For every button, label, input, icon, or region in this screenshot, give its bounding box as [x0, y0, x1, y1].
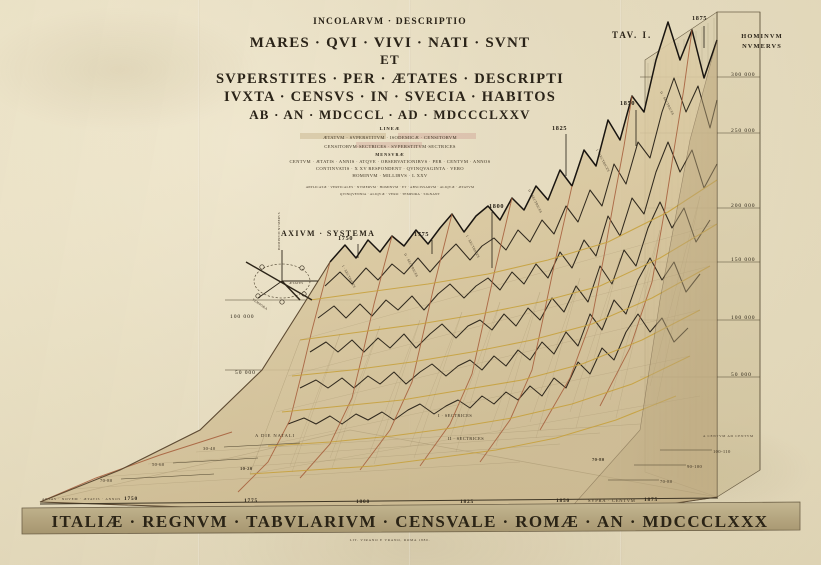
right-tick-50000: 50 000: [731, 372, 752, 378]
in-surface-sector-labels: I · SECTRICES II · SECTRICES 70-80: [438, 413, 605, 462]
isodemic-curve-1825: [317, 141, 718, 319]
lineae-line-1: ÆTATVM · SVPERSTITVM · ISODEMICÆ · CENSI…: [323, 135, 457, 140]
census-year-labels: 1750 1775 1800 1825 1850 1875: [338, 15, 707, 268]
axis-inset-label-hominvm: HOMINVM NVMERVS: [277, 212, 281, 250]
right-tick-100000: 100 000: [731, 315, 755, 321]
superstitum-sectrices: [249, 179, 718, 475]
mensurae-line-3: HOMINVM · MILLIBVS · L XXV: [352, 173, 427, 178]
label-age-10-20: 10-20: [240, 466, 253, 471]
axis-system-title: AXIVM · SYSTEMA: [281, 229, 375, 238]
label-age-70-80-left: 70-80: [100, 478, 113, 483]
right-tick-150000: 150 000: [731, 257, 755, 263]
isodemic-curve-1850: [324, 77, 718, 287]
label-a-die-natali: A DIE NATALI: [255, 433, 295, 438]
title-line-5: IVXTA · CENSVS · IN · SVECIA · HABITOS: [224, 89, 556, 105]
label-ii-sectrices: II · SECTRICES: [448, 436, 484, 441]
banner-text: ITALIÆ · REGNVM · TABVLARIVM · CENSVALE …: [52, 512, 769, 531]
surface-right-face: [559, 39, 718, 521]
axis-system-inset: HOMINVM NVMERVS ÆTATES TEMPORA: [245, 212, 318, 312]
title-line-1: INCOLARVM · DESCRIPTIO: [313, 17, 467, 27]
footnote-line-2: QVINQVENNIA · ALIQVÆ · VERO · TEMPORA · …: [340, 192, 441, 196]
axis-inset-label-tempora: TEMPORA: [251, 298, 268, 312]
lithographer-credit: LIT. VIRANO E VRANO, ROMA 1880.: [350, 538, 431, 543]
mensurae-line-2: CONTINVATIS · X XV RESPONDENT · QVINQVAG…: [316, 166, 464, 171]
isodemic-curves: [287, 77, 718, 425]
isodemic-curve-1750: [287, 313, 689, 425]
label-i-sectrices: I · SECTRICES: [438, 413, 472, 418]
isodemic-curve-1800: [309, 201, 711, 353]
title-line-2: MARES · QVI · VIVI · NATI · SVNT: [250, 35, 530, 51]
lineae-line-2: CENSITORVM·SECTRICES · SVPERSTITVM·SECTR…: [324, 144, 456, 149]
year-label-1850: 1850: [620, 100, 635, 107]
label-baseline-caption: AETAS · NOVEM · ÆTATIS · ANNOS: [42, 497, 121, 501]
year-label-1750: 1750: [338, 235, 353, 242]
mensurae-line-1: CENTVM · ÆTATIS · ANNIS · ATQVE · OBSERV…: [290, 159, 491, 164]
left-tick-100000: 100 000: [230, 314, 254, 320]
subhead-lineae: LINEÆ: [380, 126, 401, 131]
right-age-tick-rules: [608, 449, 712, 481]
title-block: INCOLARVM · DESCRIPTIO MARES · QVI · VIV…: [216, 17, 564, 196]
vertical-axis-title: HOMINVM NVMERVS: [741, 33, 782, 50]
year-label-1825: 1825: [552, 125, 567, 132]
label-age-90-100: 90-100: [687, 464, 702, 469]
bottom-year-1750: 1750: [124, 496, 138, 502]
right-tick-250000: 250 000: [731, 128, 755, 134]
title-line-6: AB · AN · MDCCCL · AD · MDCCCLXXV: [249, 107, 531, 122]
year-label-1800: 1800: [489, 203, 504, 210]
footnote-line-1: APPLICATÆ · VERTICALES · NVMERVM · HOMIN…: [306, 185, 475, 189]
right-axis-tick-labels: 300 000 250 000 200 000 150 000 100 000 …: [731, 72, 755, 378]
axis-inset-label-aetates: ÆTATES: [289, 281, 303, 285]
label-a-centum: A CENTVM AD CENTVM: [703, 434, 754, 438]
subhead-mensurae: MENSVRÆ: [375, 152, 404, 157]
year-label-1875: 1875: [692, 15, 707, 22]
bottom-year-1875: 1875: [644, 497, 658, 503]
bottom-year-1850: 1850: [556, 498, 570, 504]
label-age-70-80-surface: 70-80: [592, 457, 605, 462]
left-axis-tick-labels: 100 000 50 000: [230, 314, 256, 376]
bottom-banner: ITALIÆ · REGNVM · TABVLARIVM · CENSVALE …: [21, 501, 801, 535]
left-age-labels: A DIE NATALI 30-40 50-60 70-80 10-20 AET…: [42, 433, 295, 501]
fold-crease-left: [198, 0, 200, 565]
title-line-3: ET: [380, 52, 400, 67]
left-age-tick-rules: [120, 442, 301, 480]
bottom-year-1800: 1800: [356, 499, 370, 505]
label-supra-centum: SVPRA · CENTVM: [588, 498, 636, 503]
population-surface: [40, 22, 717, 520]
label-age-50-60: 50-60: [152, 462, 165, 467]
right-tick-300000: 300 000: [731, 72, 755, 78]
title-line-4: SVPERSTITES · PER · ÆTATES · DESCRIPTI: [216, 71, 564, 87]
bottom-time-axis: 1750 1775 1800 1825 1850 1875: [39, 496, 719, 505]
label-age-100-110: 100-110: [713, 449, 731, 454]
label-age-70-80-right: 70-80: [660, 479, 673, 484]
vaxis-title-line2: NVMERVS: [742, 43, 782, 50]
isodemic-curve-1875: [329, 21, 718, 263]
label-age-30-40: 30-40: [203, 446, 216, 451]
bottom-year-1825: 1825: [460, 499, 474, 505]
isodemic-curve-1775: [299, 257, 701, 389]
bottom-year-1775: 1775: [244, 498, 258, 504]
left-tick-50000: 50 000: [235, 370, 256, 376]
right-base-age-labels: A CENTVM AD CENTVM 100-110 90-100 70-80 …: [588, 434, 754, 503]
plate-number: TAV. I.: [612, 30, 652, 40]
vaxis-title-line1: HOMINVM: [741, 33, 782, 40]
right-tick-200000: 200 000: [731, 203, 755, 209]
year-label-1775: 1775: [414, 231, 429, 238]
